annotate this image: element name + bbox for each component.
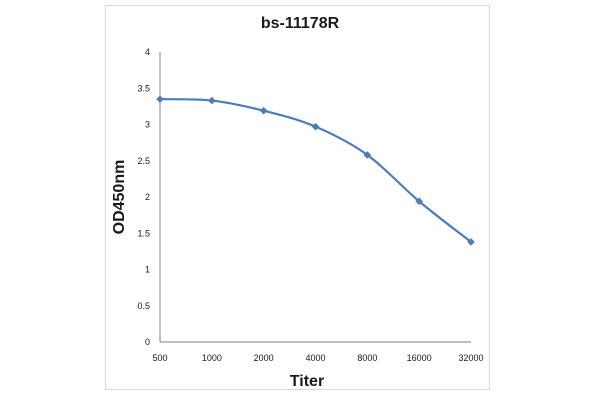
data-point <box>208 96 216 105</box>
x-tick-label: 1000 <box>202 353 222 363</box>
chart-title: bs-11178R <box>261 15 340 32</box>
series-markers <box>156 95 475 246</box>
y-tick-labels: 0 0.5 1 1.5 2 2.5 3 3.5 4 <box>137 47 150 347</box>
x-axis-label: Titer <box>290 373 324 390</box>
y-tick-label: 3.5 <box>137 83 150 93</box>
y-tick-label: 2.5 <box>137 156 150 166</box>
x-tick-label: 2000 <box>254 353 274 363</box>
data-point <box>363 151 372 159</box>
chart-frame <box>105 5 490 390</box>
y-tick-label: 2 <box>145 192 150 202</box>
x-tick-label: 500 <box>152 353 167 363</box>
x-tick-labels: 500 1000 2000 4000 8000 16000 32000 <box>152 353 483 363</box>
data-point <box>415 197 423 206</box>
data-point <box>156 95 164 103</box>
series-line <box>159 98 472 243</box>
y-tick-label: 1.5 <box>137 228 150 238</box>
data-point <box>467 238 475 246</box>
y-tick-label: 0 <box>145 337 150 347</box>
y-tick-label: 1 <box>145 265 150 275</box>
x-tick-label: 8000 <box>357 353 377 363</box>
y-tick-label: 0.5 <box>137 301 150 311</box>
y-tick-label: 3 <box>145 120 150 130</box>
y-axis-label: OD450nm <box>111 160 128 235</box>
x-tick-label: 16000 <box>407 353 432 363</box>
data-point <box>259 106 268 115</box>
x-tick-label: 4000 <box>305 353 325 363</box>
data-point <box>311 122 320 131</box>
y-tick-label: 4 <box>145 47 150 57</box>
x-tick-label: 32000 <box>458 353 483 363</box>
